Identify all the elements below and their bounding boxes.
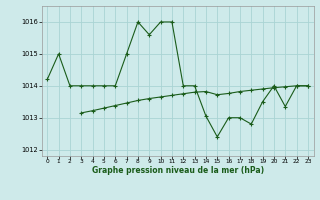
X-axis label: Graphe pression niveau de la mer (hPa): Graphe pression niveau de la mer (hPa) <box>92 166 264 175</box>
